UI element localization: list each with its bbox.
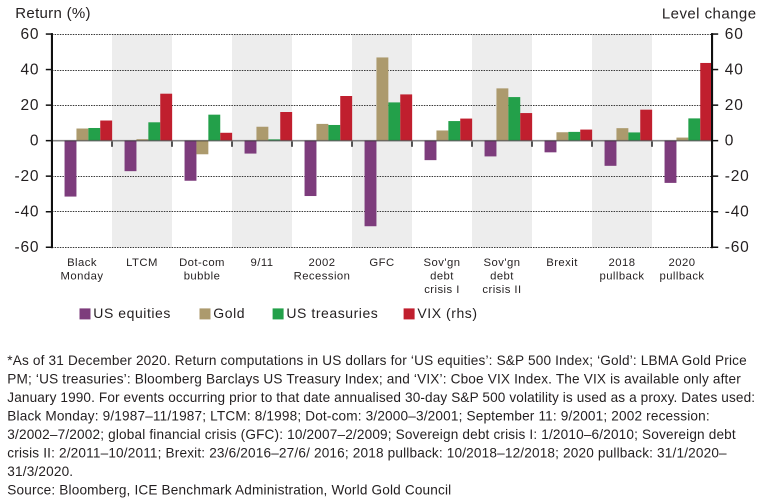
svg-text:60: 60 [20,26,39,43]
svg-text:bubble: bubble [184,271,221,283]
svg-text:Return (%): Return (%) [15,5,91,22]
svg-text:-40: -40 [725,204,750,221]
svg-text:-40: -40 [14,204,39,221]
svg-text:Recession: Recession [294,271,351,283]
svg-text:LTCM: LTCM [126,257,158,269]
svg-text:pullback: pullback [599,271,644,283]
svg-text:PM; ‘US treasuries’: Bloomberg: PM; ‘US treasuries’: Bloomberg Barclays … [7,371,741,386]
svg-text:9/11: 9/11 [251,257,274,269]
svg-text:60: 60 [725,26,744,43]
svg-text:20: 20 [20,97,39,114]
svg-text:Gold: Gold [213,305,245,321]
svg-text:pullback: pullback [659,271,704,283]
svg-text:*As of 31 December 2020. Retur: *As of 31 December 2020. Return computat… [7,353,747,368]
svg-text:Dot-com: Dot-com [179,257,225,269]
svg-text:31/3/2020.: 31/3/2020. [7,464,73,479]
svg-text:-20: -20 [725,168,750,185]
svg-text:Black: Black [67,257,97,269]
svg-text:US equities: US equities [93,305,171,321]
svg-text:crisis II: 2/2011–10/2011; Bre: crisis II: 2/2011–10/2011; Brexit: 23/6/… [7,445,727,460]
svg-text:Sov'gn: Sov'gn [424,257,461,269]
svg-text:Level change: Level change [662,5,757,22]
svg-text:Sov'gn: Sov'gn [484,257,521,269]
svg-text:debt: debt [490,271,514,283]
svg-text:January 1990. For events occur: January 1990. For events occurring prior… [7,390,755,405]
svg-text:40: 40 [20,62,39,79]
svg-text:-60: -60 [725,239,750,256]
svg-text:3/2002–7/2002; global financia: 3/2002–7/2002; global financial crisis (… [7,427,736,442]
svg-text:crisis I: crisis I [424,284,460,296]
svg-text:Brexit: Brexit [546,257,578,269]
svg-text:GFC: GFC [369,257,394,269]
svg-text:VIX (rhs): VIX (rhs) [417,305,477,321]
svg-text:20: 20 [725,97,744,114]
svg-text:-60: -60 [14,239,39,256]
svg-text:US treasuries: US treasuries [286,305,378,321]
svg-text:debt: debt [430,271,454,283]
svg-text:2018: 2018 [609,257,636,269]
svg-text:40: 40 [725,62,744,79]
svg-text:2002: 2002 [309,257,336,269]
svg-text:Source: Bloomberg, ICE Benchma: Source: Bloomberg, ICE Benchmark Adminis… [7,482,451,497]
svg-text:0: 0 [725,133,734,150]
svg-text:0: 0 [30,133,39,150]
svg-text:Monday: Monday [61,271,104,283]
svg-text:Black Monday: 9/1987–11/1987;: Black Monday: 9/1987–11/1987; LTCM: 8/19… [7,408,710,423]
svg-text:crisis II: crisis II [482,284,521,296]
svg-text:-20: -20 [14,168,39,185]
svg-text:2020: 2020 [669,257,696,269]
